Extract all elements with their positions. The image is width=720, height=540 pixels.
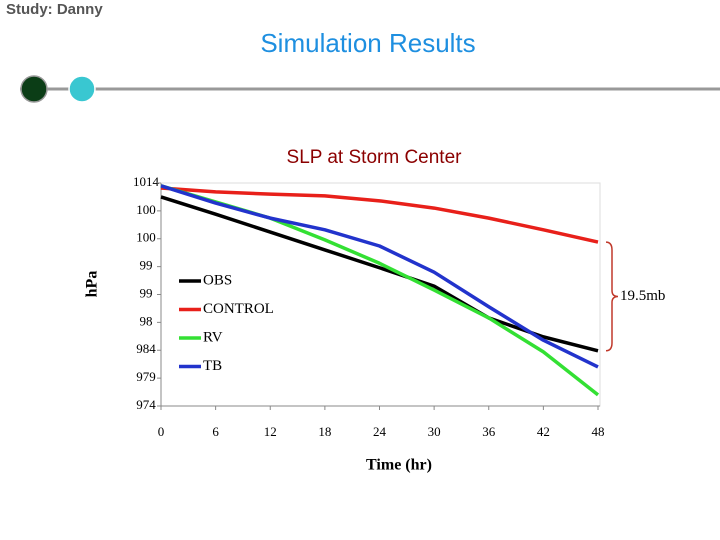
x-tick-label: 24	[373, 424, 387, 439]
slide-title: Simulation Results	[260, 28, 475, 58]
x-axis-label: Time (hr)	[366, 457, 432, 474]
x-tick-label: 48	[592, 424, 605, 439]
y-tick-label: 99	[140, 258, 153, 273]
x-tick-label: 42	[537, 424, 550, 439]
x-tick-label: 30	[428, 424, 441, 439]
x-tick-label: 0	[158, 424, 165, 439]
y-tick-label: 984	[136, 341, 156, 356]
y-tick-label: 99	[140, 285, 153, 300]
x-tick-label: 6	[212, 424, 219, 439]
y-tick-label: 979	[136, 369, 156, 384]
y-tick-label: 100	[136, 202, 156, 217]
dot-dark	[20, 75, 48, 103]
y-axis-label: hPa	[84, 271, 101, 298]
x-tick-label: 36	[482, 424, 496, 439]
study-label: Study: Danny	[6, 1, 103, 18]
y-tick-label: 98	[140, 313, 153, 328]
y-tick-label: 1014	[133, 174, 160, 189]
annotation: 19.5mb	[620, 288, 665, 304]
legend-label: CONTROL	[203, 301, 274, 317]
chart-title: SLP at Storm Center	[287, 147, 463, 168]
dot-light	[68, 75, 96, 103]
legend-label: TB	[203, 358, 222, 374]
y-tick-label: 100	[136, 230, 156, 245]
legend-label: OBS	[203, 272, 232, 288]
y-tick-label: 974	[136, 397, 156, 412]
series-line	[160, 184, 599, 369]
x-tick-label: 12	[264, 424, 277, 439]
series-line	[160, 186, 599, 244]
legend-label: RV	[203, 329, 223, 345]
x-tick-label: 18	[318, 424, 331, 439]
brace	[605, 241, 619, 352]
